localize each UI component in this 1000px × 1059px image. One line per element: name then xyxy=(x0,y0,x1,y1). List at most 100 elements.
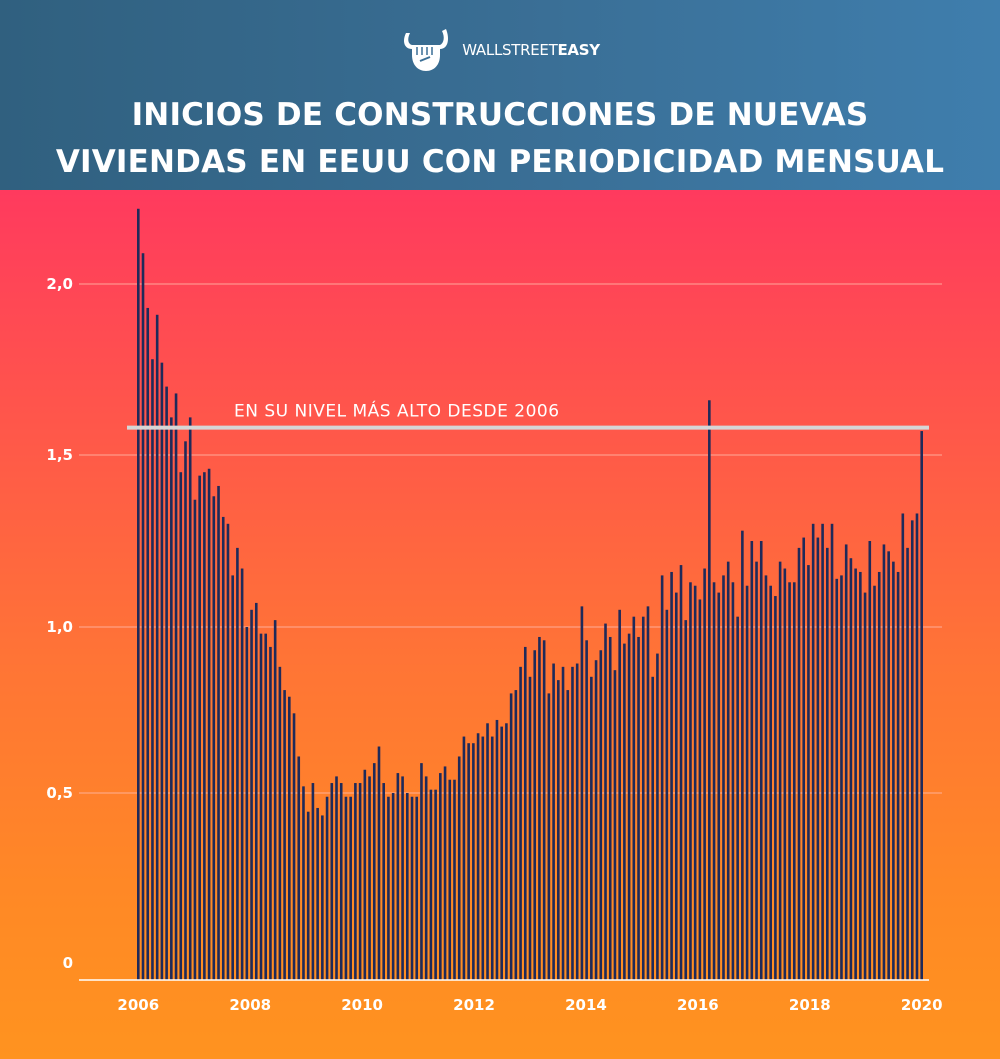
bar xyxy=(462,736,466,980)
bars xyxy=(137,208,923,981)
bar xyxy=(170,417,173,980)
bar xyxy=(745,585,749,980)
bar xyxy=(816,537,820,980)
bar xyxy=(453,779,456,980)
brand-name-light: WALLSTREET xyxy=(462,41,558,59)
bar xyxy=(457,756,461,980)
brand-logo: WALLSTREETEASY xyxy=(0,29,1000,71)
bar xyxy=(141,253,145,981)
y-tick-label: 1,0 xyxy=(46,618,73,636)
chart-title-line-1: INICIOS DE CONSTRUCCIONES DE NUEVAS xyxy=(131,97,869,133)
bar xyxy=(538,636,541,980)
bar xyxy=(420,763,423,980)
x-tick-label: 2006 xyxy=(117,996,159,1014)
bar xyxy=(873,585,876,980)
bar xyxy=(807,565,810,980)
x-tick-label: 2020 xyxy=(901,996,943,1014)
bar xyxy=(410,796,414,980)
bar xyxy=(906,547,909,980)
bar xyxy=(221,516,225,980)
bar xyxy=(830,523,834,980)
bar xyxy=(316,807,319,980)
bar xyxy=(207,468,211,980)
bar xyxy=(708,400,711,980)
bar xyxy=(665,609,669,980)
bar xyxy=(188,417,192,980)
bar xyxy=(557,680,560,980)
bar xyxy=(151,359,154,980)
bar xyxy=(519,666,522,980)
bar xyxy=(689,582,692,980)
bar xyxy=(637,636,640,980)
bar xyxy=(297,756,301,980)
bar xyxy=(330,783,334,980)
bar xyxy=(901,513,905,980)
bar xyxy=(509,693,513,980)
bar xyxy=(575,663,579,980)
bar xyxy=(306,811,310,980)
bar xyxy=(155,314,159,980)
bar xyxy=(759,541,763,980)
bar xyxy=(368,776,371,980)
bar xyxy=(877,571,881,980)
x-tick-label: 2018 xyxy=(789,996,831,1014)
bar xyxy=(712,582,716,980)
bar xyxy=(778,561,782,980)
bar xyxy=(226,523,230,980)
bar xyxy=(844,544,848,980)
bar xyxy=(821,523,824,980)
bar xyxy=(391,793,395,980)
bar xyxy=(401,776,404,980)
bar xyxy=(896,571,900,980)
bar xyxy=(160,362,164,980)
bar xyxy=(264,633,268,980)
bar xyxy=(750,541,754,980)
bar xyxy=(726,561,730,980)
bar xyxy=(387,796,390,980)
y-tick-label: 0,5 xyxy=(46,784,73,802)
bar xyxy=(424,776,428,980)
bar xyxy=(481,736,485,980)
bar xyxy=(184,441,187,980)
bar xyxy=(523,646,527,980)
bar xyxy=(783,568,787,980)
bar xyxy=(646,606,650,980)
bar xyxy=(566,690,570,980)
bar xyxy=(254,602,258,980)
bar xyxy=(372,763,376,980)
x-tick-label: 2014 xyxy=(565,996,607,1014)
y-tick-label: 0 xyxy=(63,954,73,972)
bar xyxy=(382,783,386,980)
bar xyxy=(660,575,664,980)
bar xyxy=(641,616,645,980)
bar xyxy=(335,776,338,980)
chart-title-line-2: VIVIENDAS EN EEUU CON PERIODICIDAD MENSU… xyxy=(55,144,945,180)
bar xyxy=(627,633,631,980)
bar xyxy=(608,636,612,980)
bar xyxy=(561,666,565,980)
bar xyxy=(292,713,296,980)
bar xyxy=(599,650,603,980)
bar xyxy=(212,496,216,980)
bar xyxy=(490,736,494,980)
bar xyxy=(651,676,655,980)
bar xyxy=(632,616,636,980)
bar xyxy=(259,633,263,980)
bar xyxy=(514,690,518,980)
bar xyxy=(547,693,551,980)
bar xyxy=(415,796,419,980)
bar xyxy=(618,609,621,980)
chart-title: INICIOS DE CONSTRUCCIONES DE NUEVAS VIVI… xyxy=(0,92,1000,186)
bar xyxy=(840,575,843,980)
x-tick-label: 2012 xyxy=(453,996,495,1014)
bar xyxy=(269,646,272,980)
bar xyxy=(854,568,857,980)
bar xyxy=(396,773,400,980)
bar xyxy=(613,670,617,980)
bar xyxy=(623,643,626,980)
x-tick-label: 2016 xyxy=(677,996,719,1014)
bar xyxy=(203,472,206,980)
bar xyxy=(882,544,886,980)
bar xyxy=(363,769,367,980)
bar-chart: 0 0,5 1,0 1,5 2,0 EN SU NIVEL MÁS ALTO DESDE… xyxy=(46,208,943,1014)
